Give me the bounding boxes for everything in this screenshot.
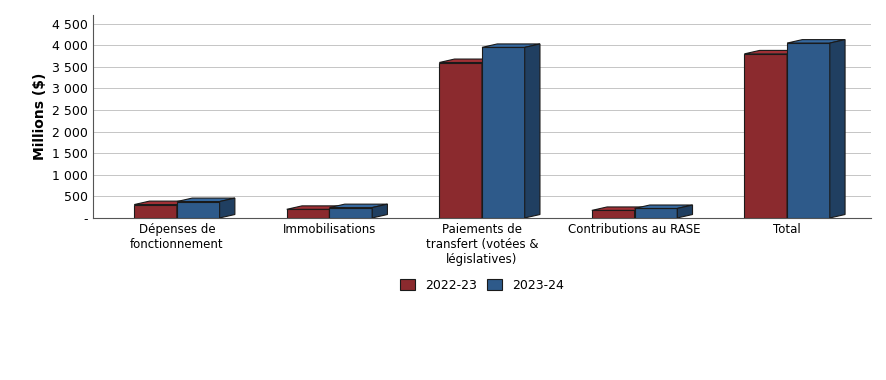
Polygon shape bbox=[177, 198, 235, 201]
Polygon shape bbox=[134, 204, 177, 218]
Polygon shape bbox=[177, 201, 192, 218]
Polygon shape bbox=[482, 48, 525, 218]
Polygon shape bbox=[525, 44, 540, 218]
Polygon shape bbox=[482, 44, 540, 48]
Polygon shape bbox=[592, 207, 649, 211]
Polygon shape bbox=[330, 207, 372, 218]
Polygon shape bbox=[439, 62, 482, 218]
Polygon shape bbox=[787, 43, 830, 218]
Polygon shape bbox=[634, 209, 677, 218]
Polygon shape bbox=[634, 207, 649, 218]
Polygon shape bbox=[787, 40, 845, 43]
Polygon shape bbox=[287, 209, 330, 218]
Polygon shape bbox=[439, 59, 497, 62]
Polygon shape bbox=[220, 198, 235, 218]
Polygon shape bbox=[287, 206, 345, 209]
Polygon shape bbox=[744, 51, 803, 54]
Polygon shape bbox=[482, 59, 497, 218]
Polygon shape bbox=[372, 204, 387, 218]
Polygon shape bbox=[787, 51, 803, 218]
Polygon shape bbox=[134, 201, 192, 204]
Polygon shape bbox=[744, 54, 787, 218]
Y-axis label: Millions ($): Millions ($) bbox=[33, 73, 47, 160]
Legend: 2022-23, 2023-24: 2022-23, 2023-24 bbox=[395, 274, 569, 297]
Polygon shape bbox=[634, 205, 693, 209]
Polygon shape bbox=[330, 204, 387, 207]
Polygon shape bbox=[592, 211, 634, 218]
Polygon shape bbox=[830, 40, 845, 218]
Polygon shape bbox=[330, 206, 345, 218]
Polygon shape bbox=[177, 201, 220, 218]
Polygon shape bbox=[677, 205, 693, 218]
